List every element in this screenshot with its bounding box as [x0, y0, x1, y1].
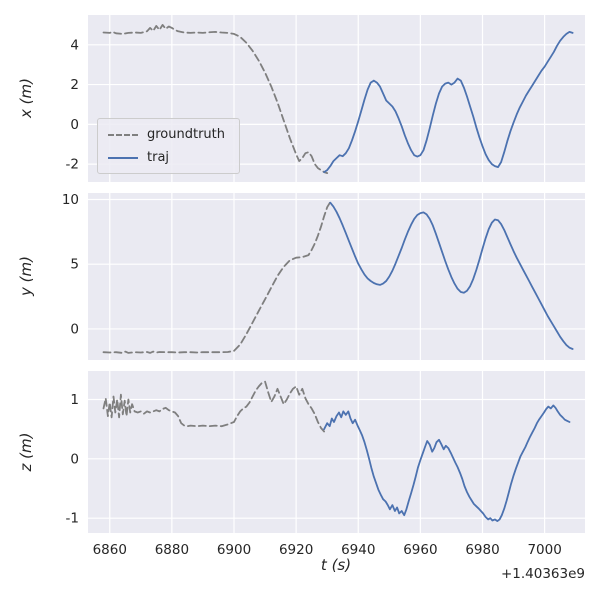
- subplot-y: 0 5 10: [62, 192, 585, 360]
- ytick-label-y: 5: [70, 257, 79, 273]
- xtick-label: 7000: [527, 542, 561, 558]
- legend-label-traj: traj: [147, 150, 170, 165]
- ylabel-x: x (m): [17, 78, 35, 118]
- ytick-label-x: -2: [66, 157, 79, 173]
- xtick-label: 6940: [341, 542, 375, 558]
- legend: groundtruth traj: [97, 118, 241, 174]
- xtick-label: 6880: [155, 542, 189, 558]
- xtick-label: 6920: [279, 542, 313, 558]
- groundtruth-line-sample-icon: [108, 133, 138, 136]
- xtick-label: 6960: [403, 542, 437, 558]
- ytick-label-z: 1: [70, 392, 79, 408]
- ytick-label-z: -1: [66, 511, 79, 527]
- axes-background-z: [88, 371, 585, 533]
- ytick-label-y: 0: [70, 321, 79, 337]
- subplot-z: -1 0 1 6860 6880 6900 6920 6940 6960 6980 7000: [66, 371, 585, 558]
- traj-line-y: [329, 201, 574, 350]
- grid-z: [88, 371, 585, 533]
- xtick-label: 6860: [93, 542, 127, 558]
- ytick-label-z: 0: [70, 451, 79, 467]
- groundtruth-line-z: [102, 380, 326, 433]
- xtick-label: 6980: [465, 542, 499, 558]
- ylabel-y: y (m): [17, 256, 35, 296]
- groundtruth-line-y: [102, 201, 332, 354]
- grid-y: [88, 193, 585, 360]
- legend-label-groundtruth: groundtruth: [147, 127, 226, 142]
- xtick-label: 6900: [217, 542, 251, 558]
- xlabel: t (s): [320, 556, 352, 574]
- ytick-label-x: 0: [70, 117, 79, 133]
- traj-line-z: [323, 404, 571, 522]
- x-offset-text: +1.40363e9: [500, 566, 585, 582]
- ytick-label-x: 4: [70, 37, 79, 53]
- axes-background-y: [88, 193, 585, 360]
- ytick-label-x: 2: [70, 77, 79, 93]
- groundtruth-line-x: [102, 23, 329, 175]
- traj-line-sample-icon: [108, 156, 138, 159]
- ylabel-z: z (m): [17, 432, 35, 472]
- traj-line-x: [323, 30, 574, 174]
- legend-item-traj: traj: [108, 150, 225, 165]
- ytick-label-y: 10: [62, 192, 79, 208]
- legend-item-groundtruth: groundtruth: [108, 127, 225, 142]
